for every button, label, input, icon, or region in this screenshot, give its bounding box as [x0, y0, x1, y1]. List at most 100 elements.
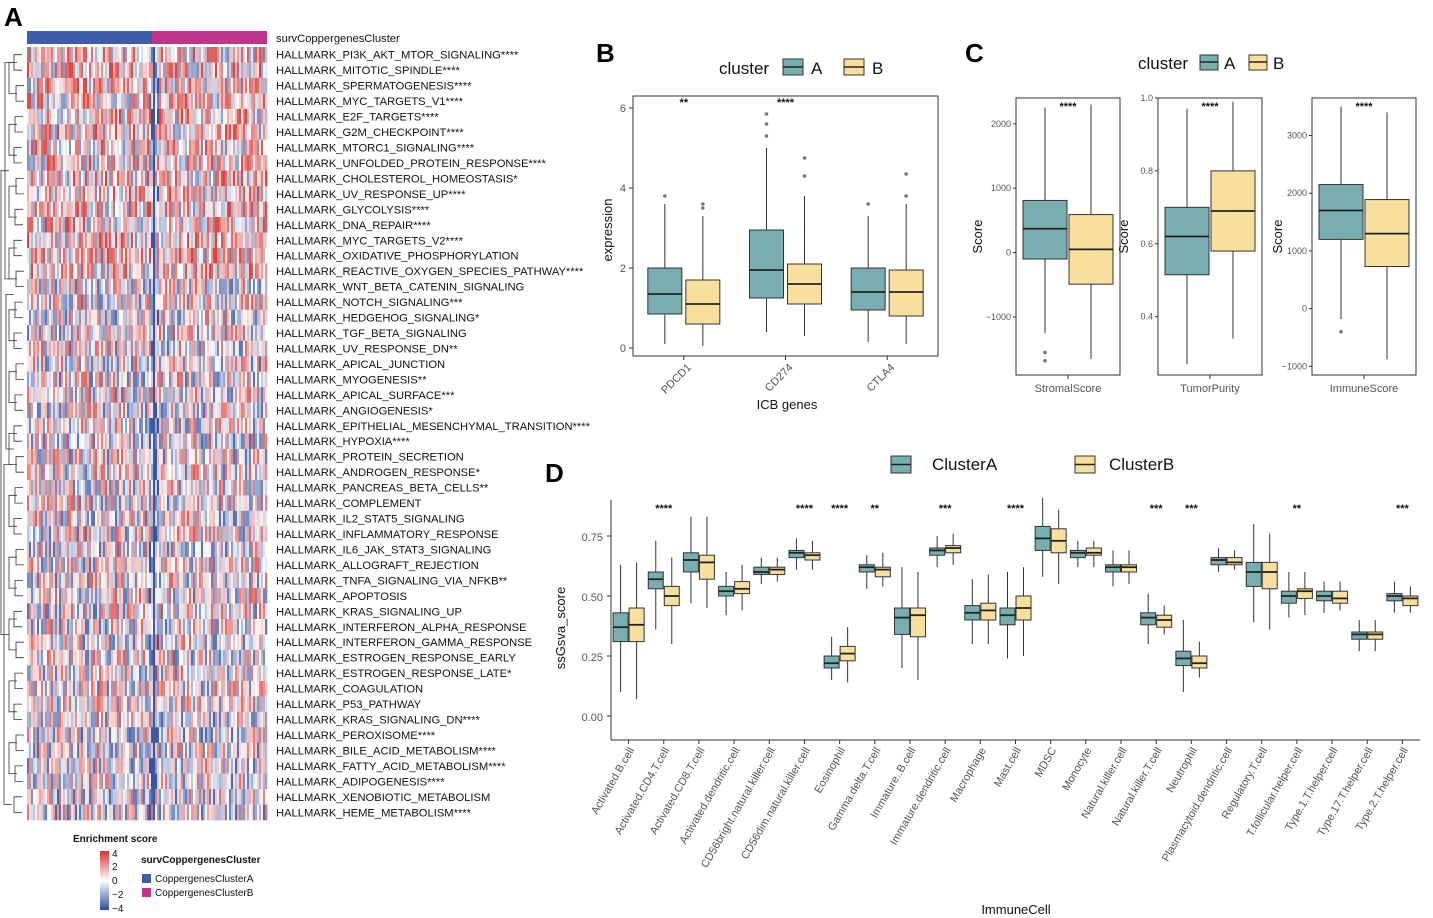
- heatmap-cell: [133, 263, 136, 280]
- heatmap-cell: [209, 247, 212, 264]
- heatmap-cell: [185, 247, 188, 264]
- heatmap-cell: [115, 186, 118, 202]
- heatmap-cell: [259, 649, 262, 666]
- heatmap-cell: [245, 619, 248, 635]
- heatmap-cell: [209, 340, 212, 357]
- heatmap-cell: [105, 510, 108, 527]
- heatmap-cell: [217, 588, 220, 604]
- heatmap-cell: [41, 294, 44, 311]
- heatmap-cell: [139, 93, 142, 110]
- heatmap-cell: [27, 263, 30, 280]
- panel-label-a: A: [4, 2, 23, 32]
- heatmap-cell: [247, 402, 250, 419]
- heatmap-cell: [39, 649, 42, 666]
- heatmap-cell: [141, 557, 144, 573]
- heatmap-cell: [111, 139, 114, 156]
- heatmap-cell: [255, 309, 258, 326]
- heatmap-cell: [103, 278, 106, 295]
- heatmap-cell: [263, 247, 266, 264]
- heatmap-cell: [131, 356, 134, 372]
- heatmap-cell: [33, 665, 36, 682]
- heatmap-cell: [73, 448, 76, 465]
- heatmap-cell: [265, 541, 268, 558]
- heatmap-cell: [117, 464, 120, 481]
- heatmap-cell: [93, 588, 96, 604]
- heatmap-cell: [93, 139, 96, 156]
- heatmap-cell: [157, 77, 160, 94]
- heatmap-cell: [101, 402, 104, 419]
- heatmap-cell: [147, 649, 150, 666]
- heatmap-cell: [165, 356, 168, 372]
- heatmap-cell: [167, 603, 170, 620]
- heatmap-cell: [241, 495, 244, 512]
- heatmap-cell: [79, 62, 82, 79]
- heatmap-cell: [99, 232, 102, 249]
- heatmap-cell: [43, 649, 46, 666]
- heatmap-cell: [71, 309, 74, 326]
- heatmap-cell: [63, 232, 66, 249]
- heatmap-cell: [97, 634, 100, 651]
- heatmap-cell: [219, 479, 222, 496]
- heatmap-cell: [43, 232, 46, 249]
- heatmap-cell: [243, 371, 246, 388]
- heatmap-cell: [199, 139, 202, 156]
- heatmap-cell: [35, 649, 38, 666]
- heatmap-cell: [181, 464, 184, 481]
- heatmap-cell: [123, 47, 126, 63]
- heatmap-cell: [243, 186, 246, 202]
- heatmap-cell: [257, 634, 260, 651]
- heatmap-cell: [95, 47, 98, 63]
- heatmap-cell: [217, 603, 220, 620]
- heatmap-cell: [255, 77, 258, 94]
- heatmap-cell: [203, 294, 206, 311]
- heatmap-cell: [183, 124, 186, 141]
- heatmap-cell: [237, 541, 240, 558]
- heatmap-cell: [229, 77, 232, 94]
- heatmap-cell: [105, 201, 108, 218]
- heatmap-cell: [177, 263, 180, 280]
- heatmap-cell: [133, 325, 136, 342]
- heatmap-cell: [63, 665, 66, 682]
- heatmap-cell: [91, 62, 94, 79]
- heatmap-cell: [263, 170, 266, 187]
- heatmap-cell: [157, 47, 160, 63]
- heatmap-cell: [227, 588, 230, 604]
- heatmap-cell: [41, 201, 44, 218]
- heatmap-cell: [57, 433, 60, 450]
- heatmap-cell: [181, 588, 184, 604]
- heatmap-cell: [81, 619, 84, 635]
- heatmap-cell: [61, 278, 64, 295]
- heatmap-cell: [35, 356, 38, 372]
- heatmap-cell: [213, 93, 216, 110]
- heatmap-cell: [217, 62, 220, 79]
- heatmap-cell: [35, 77, 38, 94]
- dendrogram-branch: [15, 456, 24, 473]
- heatmap-cell: [199, 433, 202, 450]
- heatmap-cell: [131, 77, 134, 94]
- heatmap-cell: [193, 418, 196, 434]
- heatmap-cell: [87, 619, 90, 635]
- heatmap-cell: [203, 510, 206, 527]
- heatmap-cell: [65, 448, 68, 465]
- heatmap-cell: [161, 47, 164, 63]
- heatmap-cell: [125, 186, 128, 202]
- heatmap-cell: [153, 448, 156, 465]
- heatmap-cell: [241, 418, 244, 434]
- heatmap-cell: [111, 309, 114, 326]
- heatmap-cell: [183, 108, 186, 125]
- heatmap-cell: [191, 649, 194, 666]
- heatmap-cell: [261, 294, 264, 311]
- heatmap-cell: [259, 448, 262, 465]
- heatmap-cell: [237, 77, 240, 94]
- heatmap-cell: [145, 588, 148, 604]
- heatmap-cell: [99, 479, 102, 496]
- heatmap-cell: [119, 247, 122, 264]
- heatmap-cell: [109, 418, 112, 434]
- heatmap-cell: [217, 247, 220, 264]
- heatmap-cell: [247, 387, 250, 403]
- heatmap-cell: [55, 634, 58, 651]
- heatmap-cell: [85, 634, 88, 651]
- heatmap-cell: [251, 170, 254, 187]
- heatmap-cell: [265, 448, 268, 465]
- heatmap-cell: [257, 603, 260, 620]
